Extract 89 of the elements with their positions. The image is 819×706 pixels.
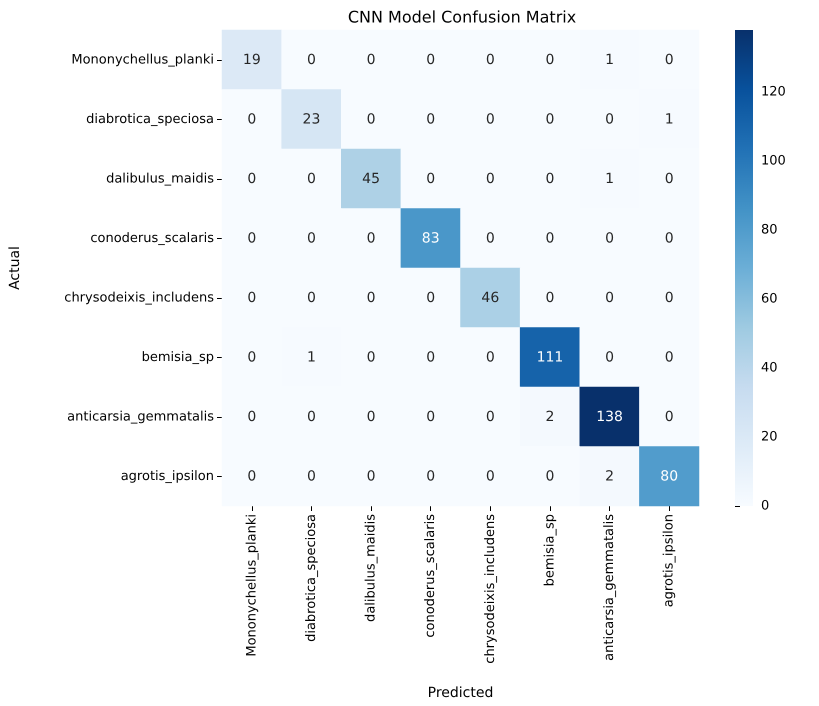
x-tick-label: anticarsia_gemmatalis xyxy=(602,514,618,661)
data-label: 1 xyxy=(605,52,614,68)
data-label: 0 xyxy=(545,290,554,306)
y-tick-label: diabrotica_speciosa xyxy=(86,112,214,127)
y-tick-label: dalibulus_maidis xyxy=(106,171,214,186)
data-label: 0 xyxy=(545,111,554,128)
color-bar-label: 20 xyxy=(761,430,778,445)
y-tick-label: agrotis_ipsilon xyxy=(120,468,214,484)
data-label: 23 xyxy=(302,111,320,128)
data-label: 0 xyxy=(605,290,614,306)
data-label: 0 xyxy=(426,408,436,425)
data-label: 0 xyxy=(247,290,256,306)
data-label: 0 xyxy=(664,290,674,306)
data-label: 0 xyxy=(545,468,554,484)
data-label: 83 xyxy=(422,230,440,246)
data-label: 0 xyxy=(545,52,554,68)
data-label: 0 xyxy=(486,111,495,128)
y-tick-label: Mononychellus_planki xyxy=(71,52,214,68)
data-label: 0 xyxy=(605,230,614,246)
data-label: 0 xyxy=(664,408,674,425)
color-bar-label: 40 xyxy=(761,360,778,376)
data-label: 0 xyxy=(366,290,376,306)
data-label: 0 xyxy=(605,349,614,366)
x-tick-label: agrotis_ipsilon xyxy=(662,514,677,608)
data-label: 1 xyxy=(664,111,674,128)
data-label: 0 xyxy=(247,408,256,425)
data-label: 0 xyxy=(545,230,554,246)
data-label: 0 xyxy=(366,349,376,366)
x-tick-label: diabrotica_speciosa xyxy=(304,514,319,642)
data-label: 138 xyxy=(596,408,623,425)
data-label: 0 xyxy=(306,170,316,187)
data-label: 0 xyxy=(486,230,495,246)
y-tick-label: anticarsia_gemmatalis xyxy=(67,409,214,424)
y-tick-label: bemisia_sp xyxy=(142,350,214,365)
x-tick-label: dalibulus_maidis xyxy=(364,514,379,622)
data-label: 0 xyxy=(545,170,554,187)
data-label: 0 xyxy=(247,230,256,246)
data-label: 0 xyxy=(426,290,436,306)
data-label: 45 xyxy=(362,170,380,187)
color-bar-label: 100 xyxy=(761,154,786,169)
data-label: 0 xyxy=(306,408,316,425)
data-label: 80 xyxy=(660,468,678,484)
chart-title: CNN Model Confusion Matrix xyxy=(348,8,576,26)
data-label: 0 xyxy=(486,52,495,68)
data-label: 1 xyxy=(306,349,316,366)
data-label: 46 xyxy=(481,290,500,306)
data-label: 0 xyxy=(247,349,256,366)
y-axis-title: Actual xyxy=(7,246,23,290)
data-label: 0 xyxy=(486,408,495,425)
data-label: 2 xyxy=(605,468,614,484)
data-label: 19 xyxy=(242,52,261,68)
data-label: 0 xyxy=(664,170,674,187)
x-tick-label: bemisia_sp xyxy=(542,514,558,586)
data-label: 0 xyxy=(426,349,436,366)
data-label: 0 xyxy=(664,52,674,68)
data-label: 0 xyxy=(486,468,495,484)
x-tick-label: chrysodeixis_includens xyxy=(482,514,498,664)
x-tick-label: conoderus_scalaris xyxy=(423,514,438,638)
data-label: 0 xyxy=(486,170,495,187)
data-label: 0 xyxy=(247,170,256,187)
data-label: 0 xyxy=(605,111,614,128)
data-label: 0 xyxy=(426,111,436,128)
y-tick-label: chrysodeixis_includens xyxy=(64,290,214,306)
data-label: 111 xyxy=(536,349,564,366)
data-label: 2 xyxy=(545,408,554,425)
data-label: 0 xyxy=(366,52,376,68)
data-label: 0 xyxy=(366,468,376,484)
data-label: 0 xyxy=(366,111,376,128)
data-label: 0 xyxy=(306,290,316,306)
data-label: 0 xyxy=(486,349,495,366)
data-label: 0 xyxy=(366,408,376,425)
x-axis-title: Predicted xyxy=(428,685,494,701)
data-label: 0 xyxy=(247,468,256,484)
data-label: 0 xyxy=(306,52,316,68)
data-label: 0 xyxy=(306,468,316,484)
data-label: 0 xyxy=(426,52,436,68)
data-label: 0 xyxy=(247,111,256,128)
data-label: 0 xyxy=(664,230,674,246)
color-bar-label: 120 xyxy=(761,84,786,100)
data-label: 1 xyxy=(605,170,614,187)
data-label: 0 xyxy=(426,170,436,187)
data-label: 0 xyxy=(426,468,436,484)
color-bar-label: 0 xyxy=(761,498,770,514)
data-label: 0 xyxy=(664,349,674,366)
color-bar-label: 60 xyxy=(761,292,778,307)
data-label: 0 xyxy=(366,230,376,246)
y-tick-label: conoderus_scalaris xyxy=(90,230,214,246)
data-label: 0 xyxy=(306,230,316,246)
color-bar-label: 80 xyxy=(761,222,778,238)
